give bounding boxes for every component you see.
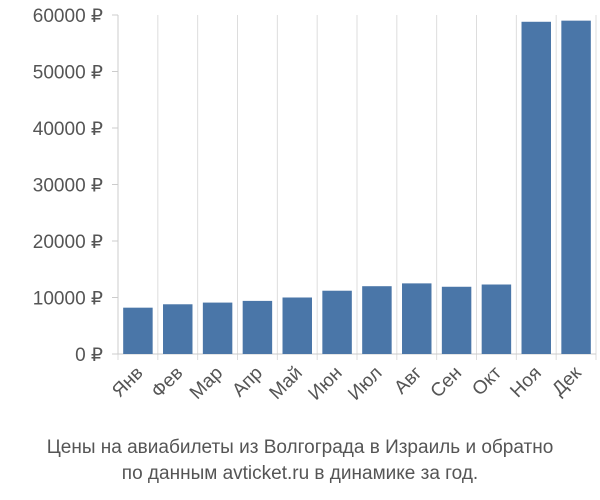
y-tick-label: 20000 ₽ xyxy=(33,232,103,253)
bar xyxy=(481,284,512,354)
bar xyxy=(521,21,551,355)
x-category-label: Авг xyxy=(390,363,426,399)
x-category-label: Янв xyxy=(108,363,147,402)
y-tick-label: 50000 ₽ xyxy=(33,63,103,84)
bar xyxy=(322,290,352,354)
x-category-label: Июл xyxy=(344,363,386,405)
bar xyxy=(242,300,273,354)
axes xyxy=(112,14,596,355)
y-tick-label: 0 ₽ xyxy=(75,345,103,366)
bar xyxy=(362,286,392,354)
x-category-label: Дек xyxy=(548,362,586,400)
x-category-label: Июн xyxy=(305,363,347,405)
bar xyxy=(202,302,233,354)
x-category-label: Фев xyxy=(148,363,188,403)
y-tick-label: 10000 ₽ xyxy=(33,289,103,310)
y-tick-labels: 0 ₽ 10000 ₽ 20000 ₽ 30000 ₽ 40000 ₽ 50000 ₽ 60… xyxy=(33,6,103,366)
bar xyxy=(123,307,153,354)
x-category-label: Сен xyxy=(427,363,466,402)
bar xyxy=(282,297,312,354)
grid-lines xyxy=(117,15,597,360)
y-tick-label: 40000 ₽ xyxy=(33,119,103,140)
bars xyxy=(123,20,591,355)
x-category-label: Май xyxy=(266,363,307,404)
chart-caption-line-2: по данным avticket.ru в динамике за год. xyxy=(121,463,479,484)
x-category-label: Ноя xyxy=(506,363,545,402)
bar xyxy=(163,304,193,354)
bar xyxy=(441,286,472,354)
x-category-label: Мар xyxy=(186,363,227,404)
y-tick-label: 30000 ₽ xyxy=(33,176,103,197)
chart-caption-line-1: Цены на авиабилеты из Волгограда в Израи… xyxy=(46,437,554,458)
y-tick-label: 60000 ₽ xyxy=(33,6,103,27)
x-category-label: Апр xyxy=(228,363,267,402)
x-category-label: Окт xyxy=(468,362,506,400)
bar xyxy=(561,20,591,355)
bar xyxy=(402,283,432,354)
